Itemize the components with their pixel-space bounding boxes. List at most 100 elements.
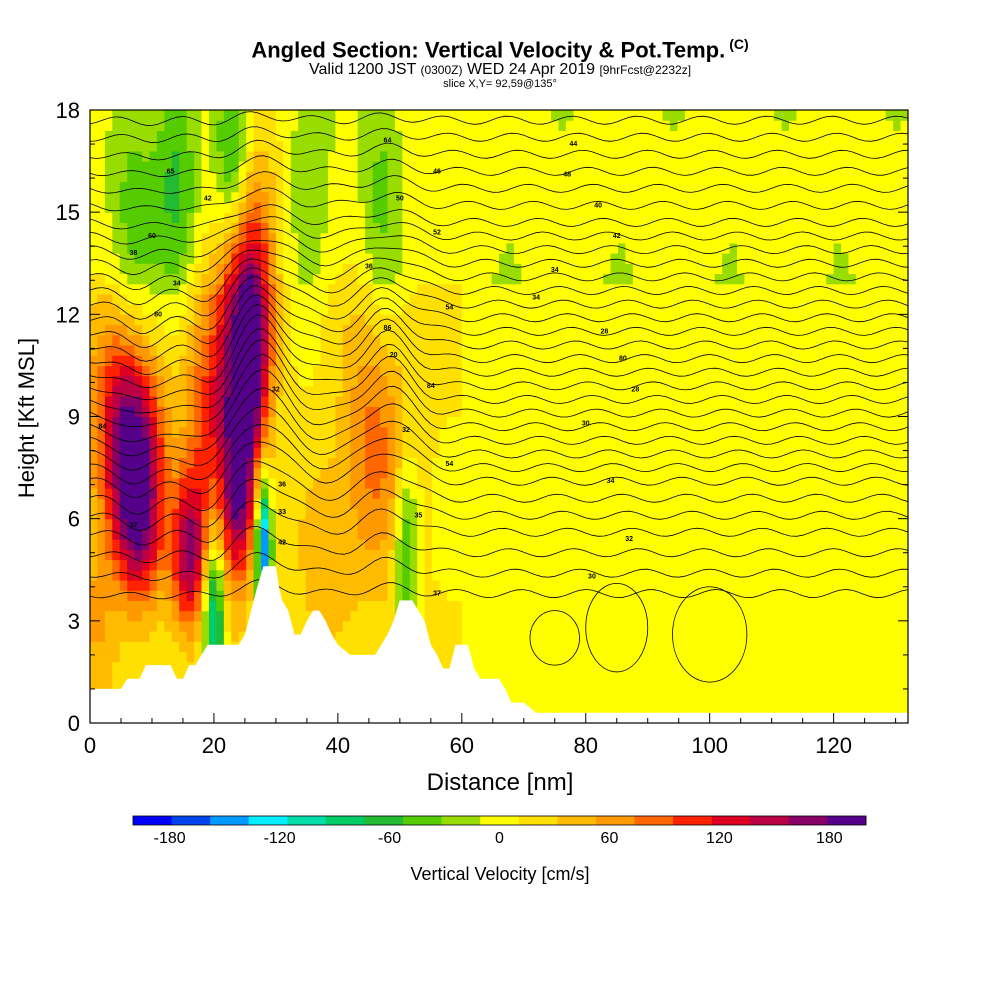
velocity-cell [521,539,530,550]
velocity-cell [625,334,634,346]
velocity-cell [536,559,545,571]
velocity-cell [543,569,552,581]
velocity-cell [409,334,418,346]
velocity-cell [625,539,634,550]
velocity-cell [417,385,426,397]
velocity-cell [97,314,106,326]
velocity-cell [134,253,143,264]
velocity-cell [558,150,567,162]
velocity-cell [632,293,641,305]
velocity-cell [484,580,493,591]
velocity-cell [372,293,381,305]
velocity-cell [491,549,500,561]
velocity-cell [320,191,329,203]
velocity-cell [290,150,299,162]
velocity-cell [588,692,597,704]
velocity-cell [684,641,693,653]
velocity-cell [342,222,351,234]
velocity-cell [625,202,634,213]
velocity-cell [625,702,634,714]
velocity-cell [684,447,693,458]
velocity-cell [647,406,656,418]
velocity-cell [580,569,589,581]
velocity-cell [506,692,515,704]
velocity-cell [313,600,322,612]
velocity-cell [134,171,143,183]
velocity-cell [365,120,374,131]
velocity-cell [365,488,374,499]
velocity-cell [156,549,165,561]
velocity-cell [246,416,255,428]
velocity-cell [372,508,381,520]
velocity-cell [632,488,641,499]
velocity-cell [156,314,165,326]
velocity-cell [454,620,463,632]
velocity-cell [365,161,374,172]
velocity-cell [372,569,381,581]
velocity-cell [142,416,151,428]
velocity-cell [357,528,366,540]
velocity-cell [134,651,143,663]
velocity-cell [632,232,641,244]
velocity-cell [632,692,641,704]
velocity-cell [625,140,634,152]
velocity-cell [536,191,545,203]
velocity-cell [394,436,403,448]
velocity-cell [223,140,232,152]
velocity-cell [610,385,619,397]
velocity-cell [194,549,203,561]
velocity-cell [655,161,664,172]
velocity-cell [655,467,664,479]
velocity-cell [350,518,359,530]
velocity-cell [194,212,203,223]
velocity-cell [216,539,225,550]
velocity-cell [104,345,113,356]
velocity-cell [677,406,686,418]
velocity-cell [142,304,151,315]
velocity-cell [380,345,388,356]
velocity-cell [350,498,359,509]
velocity-cell [640,498,649,509]
velocity-cell [97,508,106,520]
velocity-cell [275,140,284,152]
velocity-cell [104,559,113,571]
velocity-cell [283,559,292,571]
velocity-cell [647,222,656,234]
velocity-cell [513,528,522,540]
velocity-cell [394,212,403,223]
velocity-cell [112,375,121,387]
velocity-cell [104,590,113,601]
velocity-cell [253,161,262,172]
valid-prefix: Valid 1200 JST [308,61,416,78]
velocity-cell [618,202,626,213]
velocity-cell [476,202,485,213]
velocity-cell [112,610,121,622]
valid-zulu: (0300Z) [420,63,463,77]
velocity-cell [610,161,619,172]
velocity-cell [387,283,396,295]
velocity-cell [134,528,143,540]
velocity-cell [142,130,151,142]
velocity-cell [156,559,165,571]
velocity-cell [104,140,113,152]
velocity-cell [513,110,522,121]
velocity-cell [201,232,210,244]
velocity-cell [513,293,522,305]
velocity-cell [469,559,478,571]
velocity-cell [164,222,173,234]
velocity-cell [112,651,121,663]
velocity-cell [142,610,151,622]
velocity-cell [551,416,560,428]
velocity-cell [305,549,314,561]
velocity-cell [699,120,708,131]
velocity-cell [328,610,336,622]
velocity-cell [387,181,396,193]
velocity-cell [90,620,98,632]
velocity-cell [432,580,441,591]
velocity-cell [149,539,158,550]
velocity-cell [432,436,441,448]
velocity-cell [90,426,98,438]
velocity-cell [112,682,121,693]
velocity-cell [261,396,269,407]
